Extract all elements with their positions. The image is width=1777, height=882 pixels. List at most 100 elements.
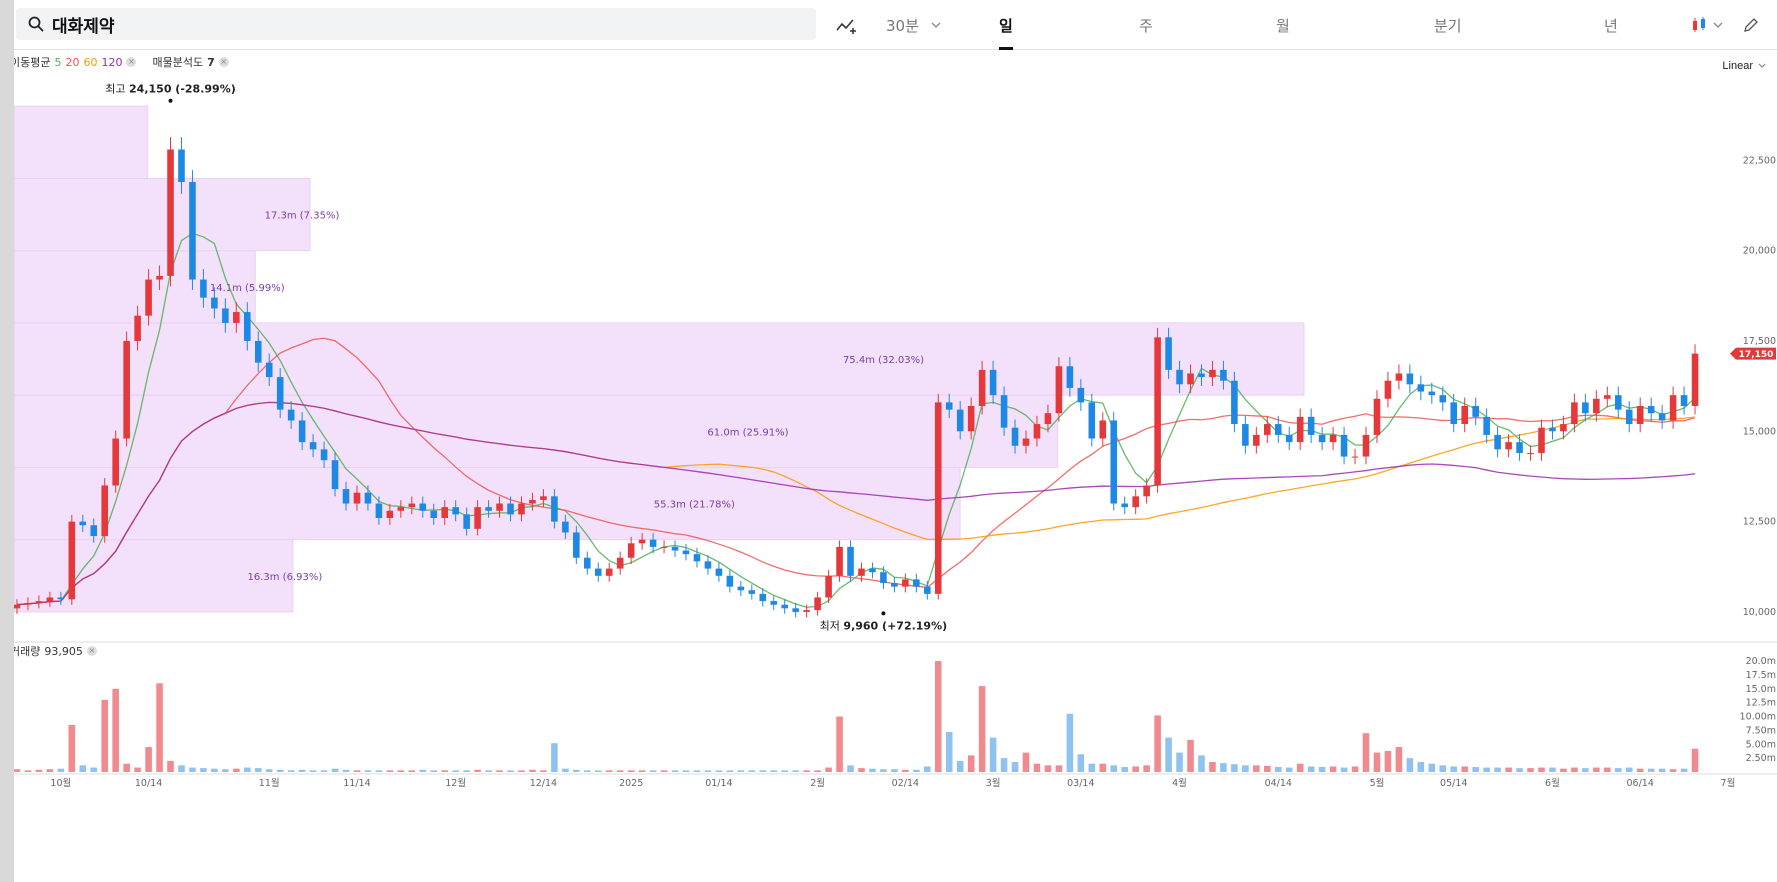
tab-quarter[interactable]: 분기 <box>1434 0 1462 50</box>
candle-body <box>869 568 876 573</box>
volume-bar <box>1088 763 1096 772</box>
volume-bar <box>1625 767 1633 772</box>
volume-profile-bar <box>14 394 1059 468</box>
scale-label: Linear <box>1722 60 1753 72</box>
candle-body <box>945 402 953 410</box>
volume-bar <box>638 770 646 772</box>
volume-bar <box>386 770 394 772</box>
last-price-tag <box>1730 347 1776 360</box>
candle-body <box>496 503 503 511</box>
date-tick-label: 7월 <box>1721 777 1736 789</box>
date-tick-label: 12/14 <box>530 778 557 789</box>
scale-select[interactable]: Linear <box>1722 60 1767 72</box>
candle-body <box>452 507 459 515</box>
close-icon[interactable]: × <box>218 57 229 67</box>
chart-type-select[interactable] <box>1690 0 1724 50</box>
candle-body <box>1022 438 1030 446</box>
volume-bar <box>605 770 613 772</box>
volume-tick-label: 20.0m <box>1746 656 1776 667</box>
search-input[interactable]: 대화제약 <box>16 8 816 40</box>
volume-bar <box>496 770 503 772</box>
volume-bar <box>704 770 712 772</box>
candle-body <box>737 586 745 591</box>
tab-year[interactable]: 년 <box>1604 0 1618 50</box>
tab-month[interactable]: 월 <box>1276 0 1290 50</box>
close-icon[interactable]: × <box>126 57 137 67</box>
candle-body <box>90 525 98 537</box>
candle-body <box>803 610 810 612</box>
volume-profile-label: 55.3m (21.78%) <box>654 500 735 511</box>
date-tick-label: 6월 <box>1545 777 1560 789</box>
candle-body <box>353 492 361 504</box>
candle-body <box>1253 434 1260 446</box>
draw-tool-button[interactable] <box>1742 0 1760 50</box>
volume-bar <box>924 766 931 772</box>
volume-bar <box>233 768 240 772</box>
volume-bar <box>474 769 481 772</box>
volume-bar <box>200 768 207 772</box>
volume-bar <box>1209 762 1216 772</box>
tab-day[interactable]: 일 <box>999 0 1013 50</box>
volume-bar <box>1329 766 1337 772</box>
candle-body <box>748 590 756 594</box>
volume-bar <box>1176 752 1183 772</box>
volume-bar <box>836 716 843 772</box>
volume-bar <box>320 770 328 772</box>
candle-body <box>1461 406 1468 425</box>
candle-body <box>792 608 799 612</box>
price-chart[interactable]: 16.3m (6.93%) 55.3m (21.78%) 61.0m (25.91%… <box>14 50 1777 882</box>
candle-body <box>1198 373 1205 378</box>
candle-body <box>967 406 975 432</box>
volume-bar <box>1636 768 1644 772</box>
candle-body <box>276 377 284 410</box>
volume-bar <box>1264 765 1271 772</box>
volume-bar <box>1132 766 1139 772</box>
price-tick-label: 20,000 <box>1743 246 1776 257</box>
price-tick-label: 22,500 <box>1743 155 1776 166</box>
volume-bar <box>1253 765 1260 772</box>
ma-20: 20 <box>65 55 80 69</box>
volume-bar <box>178 765 185 772</box>
candle-body <box>1033 424 1041 439</box>
volume-tick-label: 17.5m <box>1746 670 1776 681</box>
candle-body <box>1110 420 1118 504</box>
high-marker <box>168 98 173 103</box>
volume-profile-bar <box>14 466 961 541</box>
ma-title: 이동평균 <box>14 56 51 69</box>
candle-body <box>1625 409 1633 425</box>
date-tick-label: 11/14 <box>343 778 370 789</box>
candle-body <box>1395 373 1403 381</box>
interval-select[interactable]: 30분 <box>886 0 943 50</box>
price-tick-label: 10,000 <box>1743 607 1776 618</box>
candle-body <box>1636 406 1644 425</box>
volume-bar <box>649 770 657 772</box>
candle-body <box>1505 442 1512 450</box>
candle-body <box>101 485 108 537</box>
volume-bar <box>1274 767 1282 772</box>
indicator-button[interactable] <box>836 0 858 50</box>
candle-body <box>1472 406 1479 417</box>
candle-body <box>309 442 317 450</box>
candle-body <box>167 149 174 276</box>
close-icon[interactable]: × <box>86 646 97 656</box>
volume-bar <box>167 760 174 772</box>
volume-bar <box>90 767 98 772</box>
candle-body <box>858 568 865 576</box>
volume-bar <box>847 765 854 772</box>
candle-body <box>1066 366 1074 388</box>
volume-bar <box>540 770 547 772</box>
candle-body <box>320 449 328 461</box>
toolbar: 대화제약 30분 일 주 월 분기 년 <box>14 0 1777 50</box>
volume-bar <box>1417 762 1425 772</box>
tab-label: 주 <box>1139 16 1153 35</box>
volume-legend: 거래량 93,905 × <box>14 643 97 659</box>
tab-week[interactable]: 주 <box>1139 0 1153 50</box>
last-price-label: 17,150 <box>1739 350 1774 360</box>
volume-bar <box>1187 739 1194 772</box>
candle-body <box>24 602 32 605</box>
candle-body <box>814 597 821 611</box>
candle-body <box>594 568 602 576</box>
candle-body <box>1362 434 1370 457</box>
candle-body <box>924 586 931 594</box>
volume-bar <box>1549 767 1556 772</box>
